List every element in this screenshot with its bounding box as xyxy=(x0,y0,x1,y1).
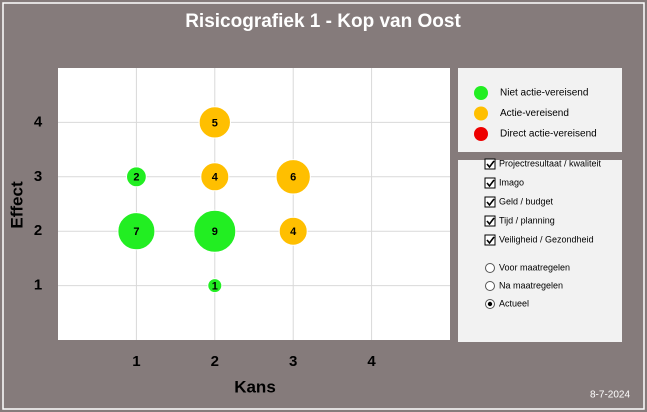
checkbox[interactable] xyxy=(484,215,496,227)
bubble-label: 2 xyxy=(133,172,139,184)
radio-button[interactable] xyxy=(485,263,495,273)
checkbox-label[interactable]: Imago xyxy=(499,177,524,187)
bubble xyxy=(275,159,311,195)
radio-label[interactable]: Na maatregelen xyxy=(499,280,563,290)
bubble xyxy=(193,209,237,253)
legend-marker xyxy=(474,127,488,141)
radio-label[interactable]: Actueel xyxy=(499,298,529,308)
bubble xyxy=(117,212,156,251)
checkmark xyxy=(486,179,495,188)
checkbox-label[interactable]: Tijd / planning xyxy=(499,215,555,225)
radio-dot xyxy=(487,301,493,307)
bubble-label: 4 xyxy=(290,226,297,238)
x-tick-label: 2 xyxy=(211,353,219,370)
checkbox-label[interactable]: Geld / budget xyxy=(499,196,554,206)
plot-area xyxy=(58,68,450,340)
legend-label: Niet actie-vereisend xyxy=(500,88,588,99)
x-tick-label: 1 xyxy=(132,353,140,370)
y-tick-label: 4 xyxy=(34,113,43,130)
filter-panel xyxy=(458,160,622,342)
checkbox[interactable] xyxy=(484,177,496,189)
legend-marker xyxy=(474,106,488,121)
y-tick-label: 1 xyxy=(34,277,42,294)
bubble-label: 4 xyxy=(212,172,219,184)
checkmark xyxy=(486,236,495,245)
x-tick-label: 4 xyxy=(367,353,376,370)
bubble-label: 6 xyxy=(290,172,296,184)
checkbox-label[interactable]: Projectresultaat / kwaliteit xyxy=(499,158,602,168)
x-tick-label: 3 xyxy=(289,353,297,370)
legend-marker xyxy=(474,86,488,100)
bubble xyxy=(278,216,308,246)
checkbox-label[interactable]: Veiligheid / Gezondheid xyxy=(499,234,594,244)
bubble-label: 5 xyxy=(212,117,218,129)
checkbox[interactable] xyxy=(484,158,496,170)
y-tick-label: 3 xyxy=(34,168,42,185)
checkmark xyxy=(486,198,495,207)
legend-label: Actie-vereisend xyxy=(500,108,569,119)
chart-title: Risicografiek 1 - Kop van Oost xyxy=(185,11,461,32)
checkbox[interactable] xyxy=(484,196,496,208)
checkmark xyxy=(486,217,495,226)
radio-label[interactable]: Voor maatregelen xyxy=(499,262,570,272)
bubble-label: 1 xyxy=(212,281,218,293)
bubble-label: 9 xyxy=(212,226,218,238)
bubble-label: 7 xyxy=(133,226,139,238)
bubble xyxy=(207,278,223,294)
bubble xyxy=(198,106,231,139)
y-axis-label: Effect xyxy=(7,181,26,229)
bubble xyxy=(200,162,230,192)
checkmark xyxy=(486,160,495,169)
radio-button[interactable] xyxy=(485,281,495,291)
legend-label: Direct actie-vereisend xyxy=(500,129,597,140)
checkbox[interactable] xyxy=(484,234,496,246)
date: 8-7-2024 xyxy=(590,390,630,401)
bubble xyxy=(126,166,147,188)
x-axis-label: Kans xyxy=(234,377,276,396)
y-tick-label: 2 xyxy=(34,222,42,239)
